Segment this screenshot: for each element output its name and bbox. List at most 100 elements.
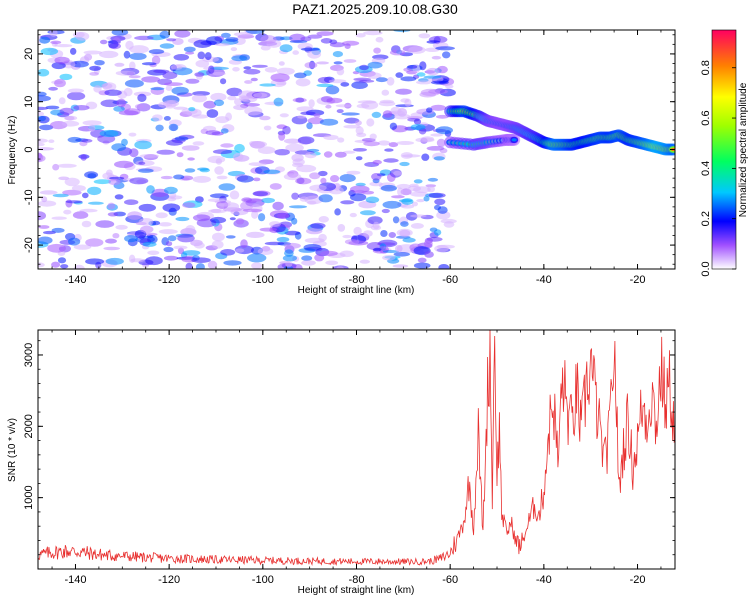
snr-series-line <box>38 330 675 567</box>
noise-cell <box>174 136 189 141</box>
noise-cell <box>428 89 448 95</box>
noise-cell <box>225 37 239 42</box>
noise-cell <box>114 62 125 67</box>
noise-cell <box>320 177 327 184</box>
noise-cell <box>304 152 317 159</box>
noise-cell <box>430 133 444 137</box>
noise-cell <box>38 236 53 245</box>
noise-cell <box>392 216 400 224</box>
noise-cell <box>252 64 268 68</box>
noise-cell <box>343 124 361 129</box>
noise-cell <box>82 192 89 199</box>
noise-cell <box>340 82 350 87</box>
noise-cell <box>273 97 284 107</box>
noise-cell <box>163 246 174 253</box>
noise-cell <box>207 155 226 164</box>
noise-cell <box>318 216 329 223</box>
noise-cell <box>413 118 422 125</box>
noise-cell <box>244 80 253 84</box>
noise-cell <box>59 107 74 115</box>
noise-cell <box>195 263 205 269</box>
noise-cell <box>176 152 184 158</box>
noise-cell <box>221 32 231 38</box>
noise-cell <box>375 77 388 83</box>
noise-cell <box>99 129 119 138</box>
noise-cell <box>276 236 290 243</box>
noise-cell <box>185 51 195 55</box>
noise-cell <box>54 44 73 48</box>
noise-cell <box>193 39 212 48</box>
noise-cell <box>38 225 50 229</box>
noise-cell <box>243 66 252 70</box>
noise-cell <box>163 255 179 261</box>
noise-cell <box>408 185 421 192</box>
noise-cell <box>240 201 254 211</box>
noise-cell <box>225 235 236 239</box>
noise-cell <box>250 77 258 82</box>
noise-cell <box>375 36 384 43</box>
noise-cell <box>124 199 139 205</box>
chart-title: PAZ1.2025.209.10.08.G30 <box>292 1 458 17</box>
noise-cell <box>292 158 305 166</box>
noise-cell <box>158 229 178 235</box>
noise-cell <box>181 145 200 151</box>
noise-cell <box>93 85 102 93</box>
noise-cell <box>428 192 446 199</box>
colorbar-tick-label: 0.0 <box>700 261 712 276</box>
noise-cell <box>416 72 426 77</box>
noise-cell <box>49 30 58 37</box>
noise-cell <box>342 150 356 154</box>
colorbar-frame <box>711 29 737 270</box>
snr-y-tick-label: 1000 <box>23 485 35 509</box>
noise-cell <box>67 88 84 94</box>
noise-cell <box>283 173 302 181</box>
noise-cell <box>38 200 57 207</box>
noise-cell <box>341 112 360 116</box>
noise-cell <box>114 194 124 200</box>
noise-cell <box>443 221 455 228</box>
noise-cell <box>225 112 233 121</box>
noise-cell <box>278 132 286 141</box>
noise-cell <box>417 257 427 263</box>
noise-cell <box>318 233 327 242</box>
noise-cell <box>283 138 302 144</box>
noise-cell <box>367 61 383 69</box>
noise-cell <box>263 125 272 131</box>
noise-cell <box>210 92 227 102</box>
noise-cell <box>73 244 92 250</box>
noise-cell <box>356 103 370 109</box>
noise-cell <box>207 198 226 202</box>
noise-cell <box>236 175 254 183</box>
noise-cell <box>138 161 146 165</box>
noise-cell <box>38 68 50 77</box>
noise-cell <box>431 55 442 60</box>
noise-cell <box>436 65 448 74</box>
noise-cell <box>182 202 196 209</box>
noise-cell <box>373 47 381 54</box>
noise-cell <box>380 184 397 192</box>
noise-cell <box>278 61 285 66</box>
noise-cell <box>52 193 69 198</box>
noise-cell <box>64 177 80 187</box>
noise-cell <box>395 72 404 78</box>
noise-cell <box>353 148 367 152</box>
noise-cell <box>81 220 92 228</box>
snr-x-tick-label: -140 <box>64 574 86 586</box>
noise-cell <box>85 258 105 265</box>
noise-cell <box>38 95 51 102</box>
noise-cell <box>73 105 90 111</box>
noise-cell <box>52 163 60 171</box>
noise-cell <box>191 94 207 103</box>
snr-x-tick-label: -100 <box>252 574 274 586</box>
snr-y-label: SNR (10 * v/v) <box>7 418 18 482</box>
noise-cell <box>397 187 404 196</box>
noise-cell <box>284 230 301 236</box>
noise-cell <box>158 222 172 227</box>
noise-cell <box>396 141 415 145</box>
noise-cell <box>67 91 86 101</box>
noise-cell <box>328 79 347 84</box>
noise-cell <box>83 50 103 55</box>
noise-cell <box>220 249 236 256</box>
noise-cell <box>393 30 411 33</box>
noise-cell <box>430 104 447 111</box>
